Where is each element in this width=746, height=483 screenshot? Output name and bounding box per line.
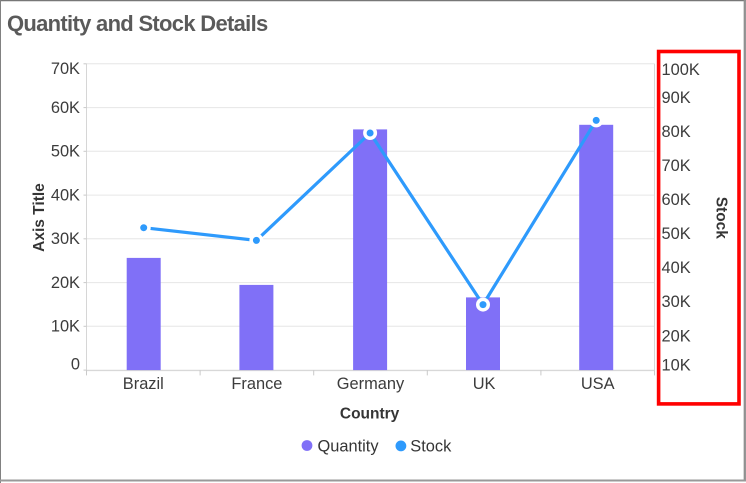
- svg-text:60K: 60K: [51, 99, 80, 117]
- svg-text:100K: 100K: [662, 61, 700, 79]
- svg-text:20K: 20K: [662, 327, 691, 345]
- svg-text:80K: 80K: [662, 123, 691, 141]
- svg-text:Stock: Stock: [410, 437, 452, 455]
- svg-text:UK: UK: [473, 375, 496, 393]
- svg-text:60K: 60K: [662, 191, 691, 209]
- svg-text:USA: USA: [581, 375, 615, 393]
- svg-text:40K: 40K: [662, 259, 691, 277]
- svg-text:France: France: [231, 375, 282, 393]
- svg-text:30K: 30K: [51, 230, 80, 248]
- svg-text:50K: 50K: [662, 225, 691, 243]
- svg-text:Stock: Stock: [713, 197, 730, 240]
- svg-text:10K: 10K: [51, 318, 80, 336]
- svg-text:Country: Country: [340, 406, 400, 423]
- svg-text:Brazil: Brazil: [123, 375, 164, 393]
- svg-text:70K: 70K: [51, 60, 80, 78]
- svg-text:20K: 20K: [51, 274, 80, 292]
- svg-text:30K: 30K: [662, 293, 691, 311]
- svg-text:10K: 10K: [662, 356, 691, 374]
- svg-text:0: 0: [71, 355, 80, 373]
- svg-text:Quantity and Stock Details: Quantity and Stock Details: [7, 11, 268, 36]
- svg-text:Quantity: Quantity: [318, 437, 380, 455]
- svg-text:50K: 50K: [51, 143, 80, 161]
- svg-text:70K: 70K: [662, 157, 691, 175]
- svg-text:90K: 90K: [662, 89, 691, 107]
- svg-text:40K: 40K: [51, 186, 80, 204]
- svg-text:Axis Title: Axis Title: [31, 183, 48, 252]
- svg-text:Germany: Germany: [337, 375, 405, 393]
